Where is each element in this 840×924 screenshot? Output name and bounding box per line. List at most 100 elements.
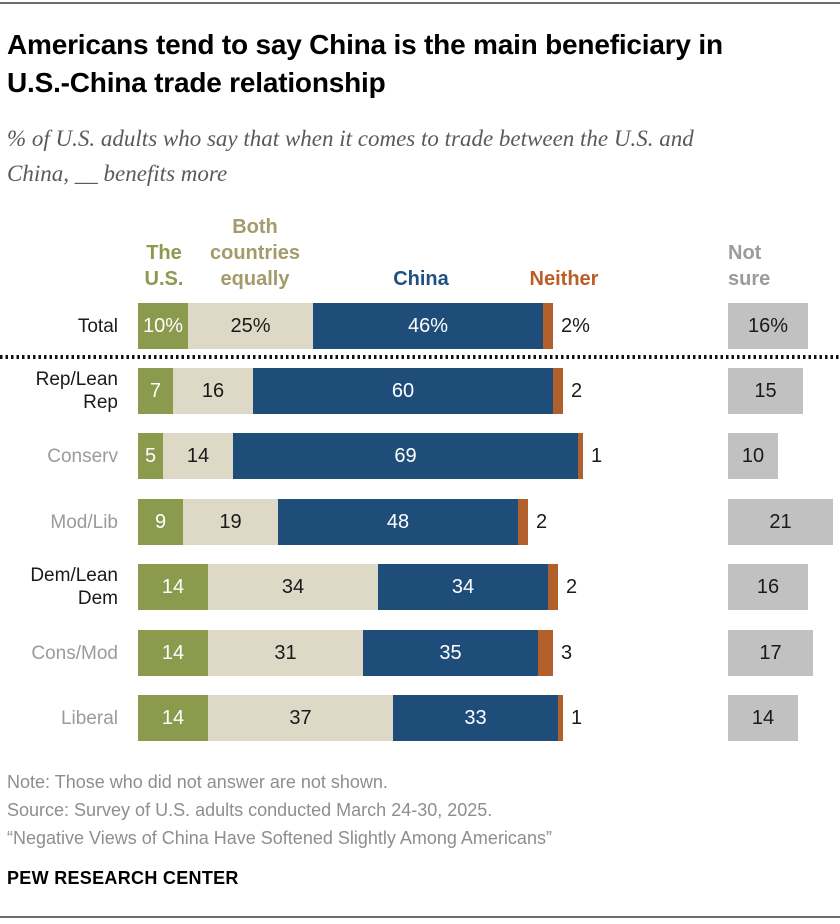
not-sure-box: 14	[728, 695, 798, 741]
bar-value-the-us: 14	[161, 575, 185, 598]
bar-value-neither: 3	[561, 642, 573, 664]
bar-value-neither: 2	[536, 511, 548, 533]
chart-title: Americans tend to say China is the main …	[7, 29, 723, 98]
bar-segment-china: 46%	[313, 303, 543, 349]
not-sure-box: 10	[728, 433, 778, 479]
chart-row: Dem/Lean Dem 14 34 34 2 16	[0, 564, 840, 610]
bar-value-not-sure: 10	[741, 444, 765, 467]
bar-segment-the-us: 5	[138, 433, 163, 479]
legend-label-china: China	[393, 268, 449, 290]
chart-row: Rep/Lean Rep 7 16 60 2 15	[0, 368, 840, 414]
not-sure-box: 17	[728, 630, 813, 676]
bar-value-neither: 1	[591, 445, 603, 467]
bar-value-china: 34	[451, 575, 475, 598]
stacked-bar: 5 14 69	[138, 433, 583, 479]
report-title-line: “Negative Views of China Have Softened S…	[7, 828, 552, 848]
bar-segment-both-equally: 16	[173, 368, 253, 414]
bar-value-not-sure: 15	[754, 379, 777, 402]
bar-value-both-equally: 19	[219, 510, 242, 533]
bar-segment-neither	[553, 368, 563, 414]
bar-segment-both-equally: 25%	[188, 303, 313, 349]
bar-value-the-us: 7	[149, 379, 162, 402]
bottom-rule	[0, 916, 840, 918]
bar-value-china: 60	[391, 379, 415, 402]
stacked-bar: 14 34 34	[138, 564, 558, 610]
notes-block: Note: Those who did not answer are not s…	[7, 768, 833, 852]
bar-value-not-sure: 21	[769, 510, 792, 533]
source-line: Source: Survey of U.S. adults conducted …	[7, 800, 493, 820]
chart-row: Total 10% 25% 46% 2% 16%	[0, 303, 840, 349]
bar-segment-neither	[558, 695, 563, 741]
bar-value-neither: 1	[571, 707, 583, 729]
row-category-label: Cons/Mod	[31, 642, 118, 664]
row-category-label: Conserv	[47, 445, 118, 467]
bar-segment-china: 48	[278, 499, 518, 545]
bar-segment-the-us: 9	[138, 499, 183, 545]
bar-value-not-sure: 16%	[747, 314, 789, 337]
bar-segment-both-equally: 34	[208, 564, 378, 610]
bar-value-not-sure: 17	[759, 641, 782, 664]
bar-value-neither: 2	[571, 380, 583, 402]
bar-segment-china: 60	[253, 368, 553, 414]
legend-label-not-sure: Not sure	[728, 242, 771, 290]
bar-segment-china: 69	[233, 433, 578, 479]
bar-value-neither: 2%	[561, 315, 590, 337]
bar-value-both-equally: 16	[201, 379, 225, 402]
row-category-label: Mod/Lib	[50, 511, 118, 533]
bar-segment-neither	[518, 499, 528, 545]
not-sure-box: 16	[728, 564, 808, 610]
not-sure-box: 15	[728, 368, 803, 414]
bar-segment-the-us: 14	[138, 630, 208, 676]
legend-label-both-countries-equally: Both countries equally	[209, 216, 301, 290]
stacked-bar: 10% 25% 46%	[138, 303, 553, 349]
pew-research-center-wordmark: PEW RESEARCH CENTER	[7, 868, 239, 888]
bar-value-the-us: 9	[154, 510, 167, 533]
stacked-bar: 14 31 35	[138, 630, 553, 676]
bar-segment-the-us: 7	[138, 368, 173, 414]
chart-row: Cons/Mod 14 31 35 3 17	[0, 630, 840, 676]
bar-value-not-sure: 16	[756, 575, 780, 598]
bar-value-the-us: 5	[144, 444, 157, 467]
chart-row: Conserv 5 14 69 1 10	[0, 433, 840, 479]
note-line: Note: Those who did not answer are not s…	[7, 772, 388, 792]
bar-segment-the-us: 10%	[138, 303, 188, 349]
chart-row: Liberal 14 37 33 1 14	[0, 695, 840, 741]
row-category-label: Dem/Lean Dem	[30, 565, 118, 609]
bar-segment-china: 35	[363, 630, 538, 676]
bar-segment-both-equally: 31	[208, 630, 363, 676]
row-category-label: Rep/Lean Rep	[35, 369, 118, 413]
bar-segment-the-us: 14	[138, 695, 208, 741]
not-sure-box: 16%	[728, 303, 808, 349]
bar-value-both-equally: 34	[281, 575, 305, 598]
bar-value-china: 48	[386, 510, 410, 533]
bar-segment-china: 34	[378, 564, 548, 610]
bar-value-both-equally: 25%	[230, 314, 271, 337]
legend-label-neither: Neither	[529, 268, 599, 290]
bar-value-not-sure: 14	[751, 706, 775, 729]
stacked-bar: 14 37 33	[138, 695, 563, 741]
bar-value-china: 35	[439, 641, 462, 664]
bar-segment-neither	[538, 630, 553, 676]
bar-segment-the-us: 14	[138, 564, 208, 610]
bar-value-the-us: 10%	[142, 314, 184, 337]
bar-value-both-equally: 37	[289, 706, 312, 729]
not-sure-box: 21	[728, 499, 833, 545]
bar-segment-neither	[543, 303, 553, 349]
stacked-bar: 7 16 60	[138, 368, 563, 414]
bar-value-both-equally: 14	[186, 444, 210, 467]
bar-value-china: 69	[394, 444, 417, 467]
row-category-label: Total	[77, 315, 118, 337]
bar-segment-both-equally: 19	[183, 499, 278, 545]
bar-segment-neither	[548, 564, 558, 610]
bar-segment-neither	[578, 433, 583, 479]
bar-segment-both-equally: 37	[208, 695, 393, 741]
bar-value-the-us: 14	[161, 641, 185, 664]
bar-value-china: 33	[464, 706, 487, 729]
bar-segment-both-equally: 14	[163, 433, 233, 479]
stacked-bar: 9 19 48	[138, 499, 528, 545]
chart-row: Mod/Lib 9 19 48 2 21	[0, 499, 840, 545]
bar-value-both-equally: 31	[274, 641, 297, 664]
row-category-label: Liberal	[60, 707, 118, 729]
bar-value-the-us: 14	[161, 706, 185, 729]
